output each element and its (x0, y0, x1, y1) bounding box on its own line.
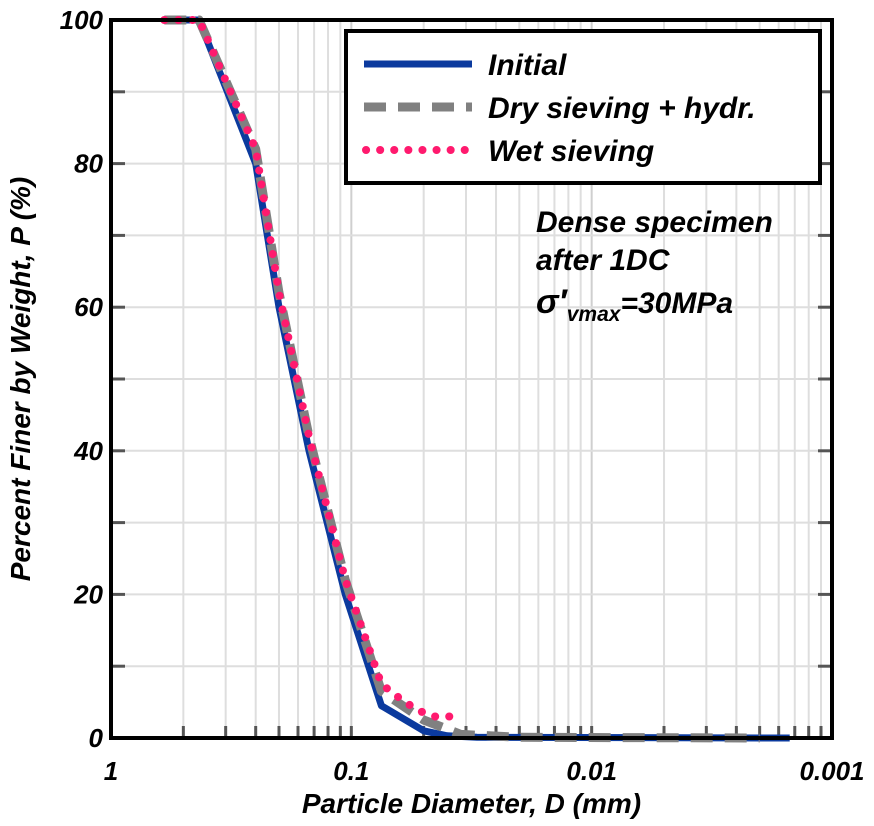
legend-label-wet: Wet sieving (488, 135, 654, 168)
legend-label-initial: Initial (488, 49, 567, 82)
tick-labels: 1 0.1 0.01 0.001 0 20 40 60 80 100 (60, 5, 865, 786)
x-tick-label: 0.01 (566, 756, 617, 786)
legend-label-dry: Dry sieving + hydr. (488, 92, 756, 125)
x-tick-label: 1 (104, 756, 118, 786)
legend: Initial Dry sieving + hydr. Wet sieving (344, 29, 822, 185)
y-tick-label: 20 (73, 579, 103, 609)
legend-box (344, 29, 822, 185)
annotation-line-2: after 1DC (536, 244, 671, 277)
specimen-annotation: Dense specimen after 1DC σ′vmax=30MPa (536, 206, 773, 326)
annotation-value: =30MPa (620, 287, 733, 320)
y-tick-label: 60 (74, 292, 103, 322)
series-line-2 (160, 16, 465, 721)
series-line-1 (164, 15, 760, 743)
x-tick-label: 0.001 (799, 756, 864, 786)
annotation-line-3: σ′vmax=30MPa (536, 283, 733, 326)
y-tick-label: 40 (73, 436, 103, 466)
annotation-sigma: σ′ (536, 283, 569, 321)
x-axis-title: Particle Diameter, D (mm) (302, 788, 641, 819)
annotation-subscript: vmax (567, 303, 622, 326)
y-tick-label: 80 (74, 149, 103, 179)
y-axis-title: Percent Finer by Weight, P (%) (5, 177, 36, 582)
plot-frame (109, 18, 834, 740)
y-tick-label: 0 (89, 723, 104, 753)
x-tick-label: 0.1 (333, 756, 369, 786)
annotation-line-1: Dense specimen (536, 206, 773, 239)
y-tick-label: 100 (60, 5, 104, 35)
